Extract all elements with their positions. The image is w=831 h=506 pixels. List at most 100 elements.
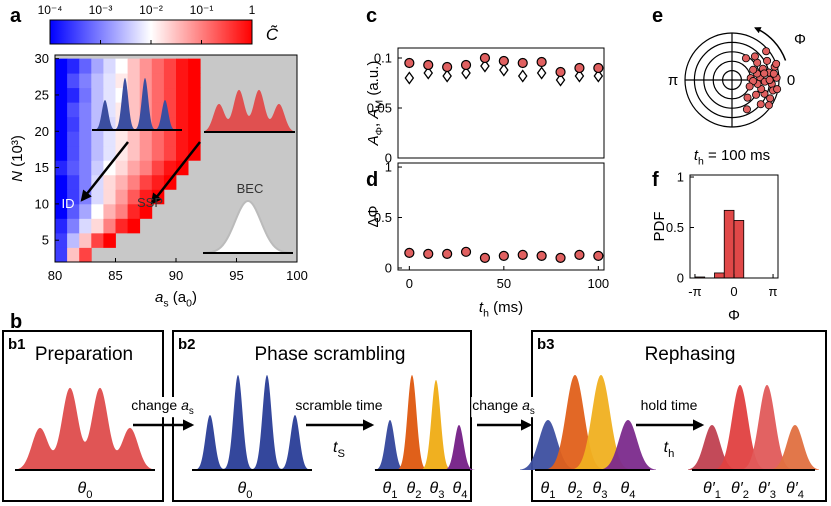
text-part: s	[530, 406, 535, 417]
heatmap-cell	[79, 174, 92, 190]
heatmap-cell	[127, 58, 141, 74]
text-part: M	[374, 100, 386, 109]
text-part: a	[181, 397, 189, 413]
heatmap-cell	[55, 218, 68, 234]
panel-label: b3	[537, 336, 555, 353]
circle-marker	[460, 59, 472, 71]
diamond-marker	[461, 66, 471, 80]
text-part: θ	[541, 480, 550, 497]
heatmap-cell	[127, 73, 141, 89]
heatmap-cell	[188, 73, 201, 89]
heatmap-cell	[103, 73, 116, 89]
y-tick-label: 1	[677, 170, 684, 185]
text-part: Φ	[728, 307, 740, 324]
heatmap-cell	[127, 160, 141, 176]
text-part: θ	[238, 480, 247, 497]
text-part: θ′	[703, 480, 716, 497]
heatmap-cell	[127, 218, 141, 234]
heatmap-cell	[91, 160, 104, 176]
heatmap-cell	[151, 102, 165, 118]
heatmap-cell	[55, 116, 68, 132]
text-part: 1	[391, 489, 397, 501]
colorbar-tick-label: 10⁻²	[139, 3, 163, 17]
circle-marker	[404, 247, 415, 258]
x-axis-label: Φ	[728, 307, 740, 324]
arrow-time-label: tS	[333, 439, 345, 460]
axes-frame	[397, 47, 605, 159]
heatmap-cell	[79, 87, 92, 103]
theta-label: θ2	[568, 480, 583, 501]
panel-title: Phase scrambling	[254, 344, 405, 365]
annotation: SSP	[137, 195, 163, 210]
heatmap-cell	[79, 203, 92, 219]
text-part: (a	[169, 289, 187, 306]
peak	[420, 380, 452, 470]
y-tick-label: 0.05	[367, 101, 392, 116]
text-part: s	[189, 406, 194, 417]
text-part: ΔΦ	[365, 205, 382, 227]
heatmap-cell	[91, 218, 104, 234]
text-part: (a.u.)	[365, 61, 382, 100]
heatmap-cell	[115, 174, 128, 190]
heatmap-cell	[176, 87, 189, 103]
heatmap-cell	[55, 58, 68, 74]
circle-marker	[593, 250, 604, 261]
circle-marker	[404, 57, 415, 69]
heatmap-cell	[188, 102, 201, 118]
colorbar-tick-label: 1	[249, 3, 256, 17]
arrow	[80, 141, 129, 202]
panel-box	[172, 330, 472, 502]
polar-point	[772, 59, 781, 68]
heatmap-cell	[67, 87, 80, 103]
theta-tick-label: π	[668, 72, 678, 89]
panel-label: d	[366, 169, 378, 191]
theta-label: θ3	[430, 480, 445, 501]
heatmap-cell	[91, 203, 104, 219]
diamond-marker	[574, 69, 585, 83]
annotation: ID	[62, 196, 75, 211]
heatmap-cell	[163, 73, 177, 89]
x-axis-label: th (ms)	[479, 299, 523, 320]
heatmap-cell	[103, 218, 116, 234]
text-part: θ′	[731, 480, 744, 497]
peak	[573, 375, 629, 470]
text-part: θ	[383, 480, 392, 497]
panel-title: Preparation	[35, 344, 133, 365]
diamond-marker	[404, 71, 415, 85]
polar-point	[762, 47, 771, 56]
theta-label: θ0	[78, 480, 93, 501]
peak	[716, 385, 764, 470]
text-part: t	[479, 299, 484, 316]
peak	[443, 425, 475, 470]
heatmap-cell	[139, 160, 153, 176]
circle-marker	[536, 56, 547, 68]
text-part: = 100 ms	[704, 147, 770, 164]
panel-label: a	[10, 5, 22, 27]
heatmap-cell	[67, 232, 80, 248]
heatmap-cell	[79, 131, 92, 147]
heatmap-cell	[151, 160, 165, 176]
text-part: 4	[629, 489, 635, 501]
circle-marker	[517, 57, 528, 69]
peaks	[192, 375, 312, 470]
heatmap-cell	[55, 102, 68, 118]
diamond-marker	[499, 63, 509, 77]
circle-marker	[555, 252, 566, 263]
heatmap-cell	[188, 87, 201, 103]
theta-label: θ′4	[786, 480, 804, 501]
heatmap-cell	[163, 58, 177, 74]
text-part: θ	[621, 480, 630, 497]
theta-label: θ1	[383, 480, 398, 501]
heatmap-cell	[115, 189, 128, 205]
x-tick-label: 95	[229, 268, 243, 283]
x-tick-label: 0	[730, 284, 737, 299]
heatmap-cell	[151, 58, 165, 74]
heatmap-cell	[67, 218, 80, 234]
heatmap-cell	[139, 203, 153, 219]
y-tick-label: 1	[385, 160, 392, 175]
heatmap-cell	[115, 203, 128, 219]
circle-marker	[593, 62, 604, 74]
text-part: Φ	[374, 127, 386, 135]
theta-label: θ3	[593, 480, 608, 501]
polar-point	[769, 69, 778, 78]
